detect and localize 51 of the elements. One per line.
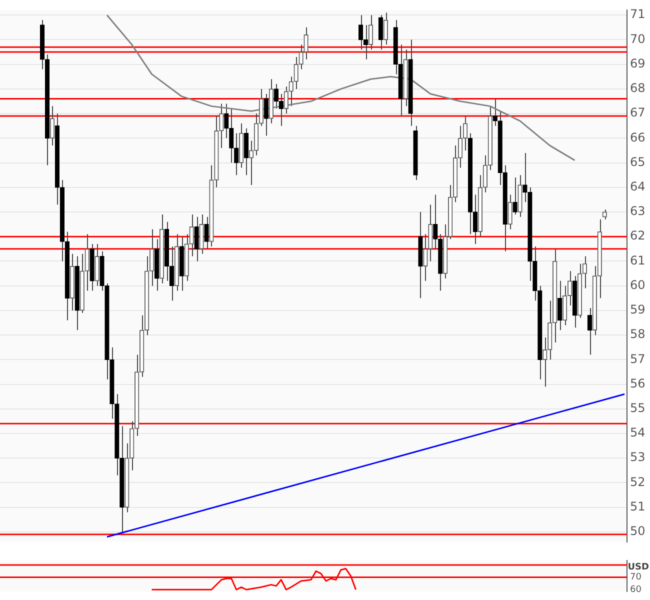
candlestick	[492, 98, 498, 126]
candlestick	[274, 84, 279, 110]
y-tick-label: 65	[630, 154, 646, 169]
y-tick-label: 67	[630, 106, 646, 120]
y-tick-label: 62	[630, 228, 646, 243]
candlestick	[264, 93, 269, 136]
candlestick	[50, 106, 55, 146]
candlestick	[512, 177, 518, 215]
y-tick-label: 50	[630, 524, 646, 538]
candlestick	[258, 88, 264, 126]
y-tick-label: 66	[630, 130, 646, 144]
candlestick	[557, 280, 562, 331]
candlestick	[508, 194, 512, 230]
y-tick-label: 51	[630, 499, 646, 514]
candlestick	[587, 307, 592, 356]
y-tick-label: 59	[630, 302, 646, 317]
candlestick	[433, 194, 438, 250]
y-tick-label: 57	[630, 352, 646, 366]
candlestick	[194, 216, 199, 262]
candlestick	[383, 12, 388, 46]
candlestick	[248, 140, 254, 186]
y-tick-label: 70	[630, 32, 646, 46]
candlestick	[204, 216, 209, 250]
y-tick-label: 56	[630, 376, 646, 390]
candlestick	[423, 234, 428, 282]
candlestick	[472, 194, 478, 245]
y-tick-label: 69	[630, 56, 646, 70]
candlestick	[304, 26, 308, 60]
y-tick-label: 60	[630, 278, 646, 292]
candlestick	[602, 209, 607, 220]
y-tick-label: 52	[630, 474, 646, 489]
y-tick-label: 58	[630, 327, 646, 342]
candlestick	[234, 132, 239, 176]
candlestick	[84, 234, 90, 292]
candlestick	[94, 244, 100, 286]
y-tick-label: 55	[630, 401, 646, 416]
y-axis-title: USD	[628, 562, 649, 573]
y-tick-label: 70	[630, 572, 642, 583]
candlestick	[288, 76, 294, 107]
candlestick	[378, 14, 384, 50]
y-tick-label: 61	[630, 253, 646, 268]
y-tick-label: 64	[630, 180, 646, 194]
y-tick-label: 68	[630, 81, 646, 96]
candlestick	[428, 204, 433, 262]
candlestick	[284, 86, 288, 114]
y-tick-label: 63	[630, 204, 646, 218]
y-tick-label: 71	[630, 7, 646, 22]
candlestick	[244, 128, 249, 176]
y-tick-label: 53	[630, 450, 646, 464]
y-tick-label: 60	[630, 584, 642, 595]
y-tick-label: 54	[630, 426, 646, 440]
